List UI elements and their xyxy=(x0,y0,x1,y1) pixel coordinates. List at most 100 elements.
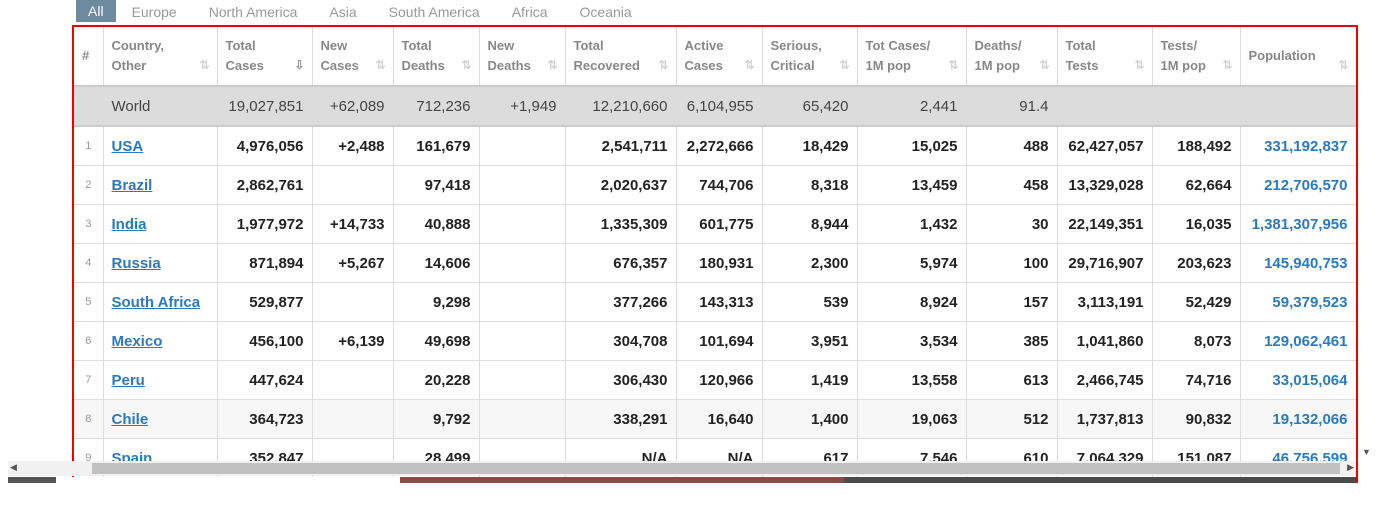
column-header[interactable]: # xyxy=(74,27,104,87)
column-header-line2: Deaths xyxy=(401,58,445,73)
data-cell: 22,149,351 xyxy=(1057,204,1153,244)
sort-icon[interactable]: ⇅ xyxy=(1134,58,1145,72)
scroll-right-icon[interactable]: ▶ xyxy=(1347,462,1354,472)
data-cell: 19,063 xyxy=(857,399,967,439)
rank-cell: 6 xyxy=(74,321,104,361)
country-cell: Peru xyxy=(103,360,218,400)
data-cell: 331,192,837 xyxy=(1240,126,1356,166)
data-cell: 456,100 xyxy=(217,321,313,361)
column-header[interactable]: Deaths/1M pop ⇅ xyxy=(966,27,1058,87)
data-cell: 100 xyxy=(966,243,1058,283)
sort-icon[interactable]: ⇅ xyxy=(547,58,558,72)
data-cell: 601,775 xyxy=(676,204,763,244)
data-cell: 12,210,660 xyxy=(565,86,677,127)
column-header[interactable]: New Cases ⇅ xyxy=(312,27,394,87)
sort-icon[interactable]: ⇩ xyxy=(294,58,305,72)
column-header-line2: Tests xyxy=(1065,58,1099,73)
column-header[interactable]: Tests/1M pop ⇅ xyxy=(1152,27,1241,87)
column-header-line2: Cases xyxy=(684,58,723,73)
data-cell: 8,318 xyxy=(762,165,858,205)
column-header-line1: Deaths/ xyxy=(974,38,1022,53)
column-header[interactable]: Active Cases ⇅ xyxy=(676,27,763,87)
sort-icon[interactable]: ⇅ xyxy=(839,58,850,72)
data-cell: 14,606 xyxy=(393,243,480,283)
column-header[interactable]: Total Deaths ⇅ xyxy=(393,27,480,87)
column-header-line1: Tot Cases/ xyxy=(865,38,931,53)
column-header[interactable]: Total Tests ⇅ xyxy=(1057,27,1153,87)
data-cell: 13,558 xyxy=(857,360,967,400)
column-header[interactable]: Serious, Critical ⇅ xyxy=(762,27,858,87)
table-row: 5 South Africa 529,877 9,298 377,266 143,313 5… xyxy=(74,282,1356,322)
column-header[interactable]: Total Cases ⇩ xyxy=(217,27,313,87)
rank-cell: 4 xyxy=(74,243,104,283)
data-cell: 377,266 xyxy=(565,282,677,322)
tab-africa[interactable]: Africa xyxy=(511,4,548,20)
column-header-line1: Total xyxy=(573,38,604,53)
sort-icon[interactable]: ⇅ xyxy=(1222,58,1233,72)
data-cell xyxy=(479,360,566,400)
sort-icon[interactable]: ⇅ xyxy=(1039,58,1050,72)
sort-icon[interactable]: ⇅ xyxy=(658,58,669,72)
data-cell: 1,419 xyxy=(762,360,858,400)
tab-asia[interactable]: Asia xyxy=(329,4,357,20)
data-cell: +6,139 xyxy=(312,321,394,361)
tab-europe[interactable]: Europe xyxy=(131,4,177,20)
country-cell: USA xyxy=(103,126,218,166)
sort-icon[interactable]: ⇅ xyxy=(744,58,755,72)
table-row: 7 Peru 447,624 20,228 306,430 120,966 1,419 13,… xyxy=(74,360,1356,400)
sort-icon[interactable]: ⇅ xyxy=(375,58,386,72)
rank-cell: 2 xyxy=(74,165,104,205)
data-cell: 3,951 xyxy=(762,321,858,361)
covid-stats-table: # Country, Other ⇅ Total Cases ⇩ New Cases ⇅ Total… xyxy=(74,27,1356,478)
table-row: 3 India 1,977,972 +14,733 40,888 1,335,309 601… xyxy=(74,204,1356,244)
country-link[interactable]: Peru xyxy=(111,371,145,389)
country-link[interactable]: Mexico xyxy=(111,332,163,350)
sort-icon[interactable]: ⇅ xyxy=(199,58,210,72)
data-cell: 20,228 xyxy=(393,360,480,400)
data-cell xyxy=(479,165,566,205)
data-cell: 19,027,851 xyxy=(217,86,313,127)
country-cell: South Africa xyxy=(103,282,218,322)
country-link[interactable]: India xyxy=(111,215,147,233)
data-cell: 1,381,307,956 xyxy=(1240,204,1356,244)
column-header-line2: Other xyxy=(111,58,147,73)
country-cell: World xyxy=(103,86,218,127)
column-header[interactable]: Total Recovered ⇅ xyxy=(565,27,677,87)
data-cell: 16,640 xyxy=(676,399,763,439)
column-header[interactable]: Population ⇅ xyxy=(1240,27,1356,87)
world-total-row: World 19,027,851 +62,089 712,236 +1,949 12,21… xyxy=(74,86,1356,127)
sort-icon[interactable]: ⇅ xyxy=(461,58,472,72)
data-cell: 2,272,666 xyxy=(676,126,763,166)
tab-oceania[interactable]: Oceania xyxy=(579,4,632,20)
horizontal-scrollbar[interactable]: ◀ ▶ xyxy=(8,461,1356,476)
rank-cell: 3 xyxy=(74,204,104,244)
data-cell: 613 xyxy=(966,360,1058,400)
data-cell xyxy=(312,399,394,439)
data-cell: 8,073 xyxy=(1152,321,1241,361)
sort-icon[interactable]: ⇅ xyxy=(948,58,959,72)
data-cell xyxy=(479,399,566,439)
scrollbar-thumb[interactable] xyxy=(92,463,1340,474)
data-cell: 1,400 xyxy=(762,399,858,439)
column-header[interactable]: New Deaths ⇅ xyxy=(479,27,566,87)
data-cell: 8,944 xyxy=(762,204,858,244)
column-header-line2: Recovered xyxy=(573,58,640,73)
tab-all[interactable]: All xyxy=(76,0,116,22)
country-link[interactable]: Brazil xyxy=(111,176,153,194)
data-cell xyxy=(312,165,394,205)
column-header[interactable]: Country, Other ⇅ xyxy=(103,27,218,87)
country-link[interactable]: Chile xyxy=(111,410,149,428)
column-header[interactable]: Tot Cases/1M pop ⇅ xyxy=(857,27,967,87)
tab-north-america[interactable]: North America xyxy=(208,4,298,20)
country-link[interactable]: Russia xyxy=(111,254,161,272)
tab-south-america[interactable]: South America xyxy=(388,4,480,20)
scroll-down-icon[interactable]: ▼ xyxy=(1362,447,1371,457)
data-cell: 2,466,745 xyxy=(1057,360,1153,400)
country-cell: Chile xyxy=(103,399,218,439)
scroll-left-icon[interactable]: ◀ xyxy=(10,462,17,472)
sort-icon[interactable]: ⇅ xyxy=(1338,58,1349,72)
data-cell: 676,357 xyxy=(565,243,677,283)
country-link[interactable]: USA xyxy=(111,137,144,155)
data-cell: 52,429 xyxy=(1152,282,1241,322)
country-link[interactable]: South Africa xyxy=(111,293,201,311)
